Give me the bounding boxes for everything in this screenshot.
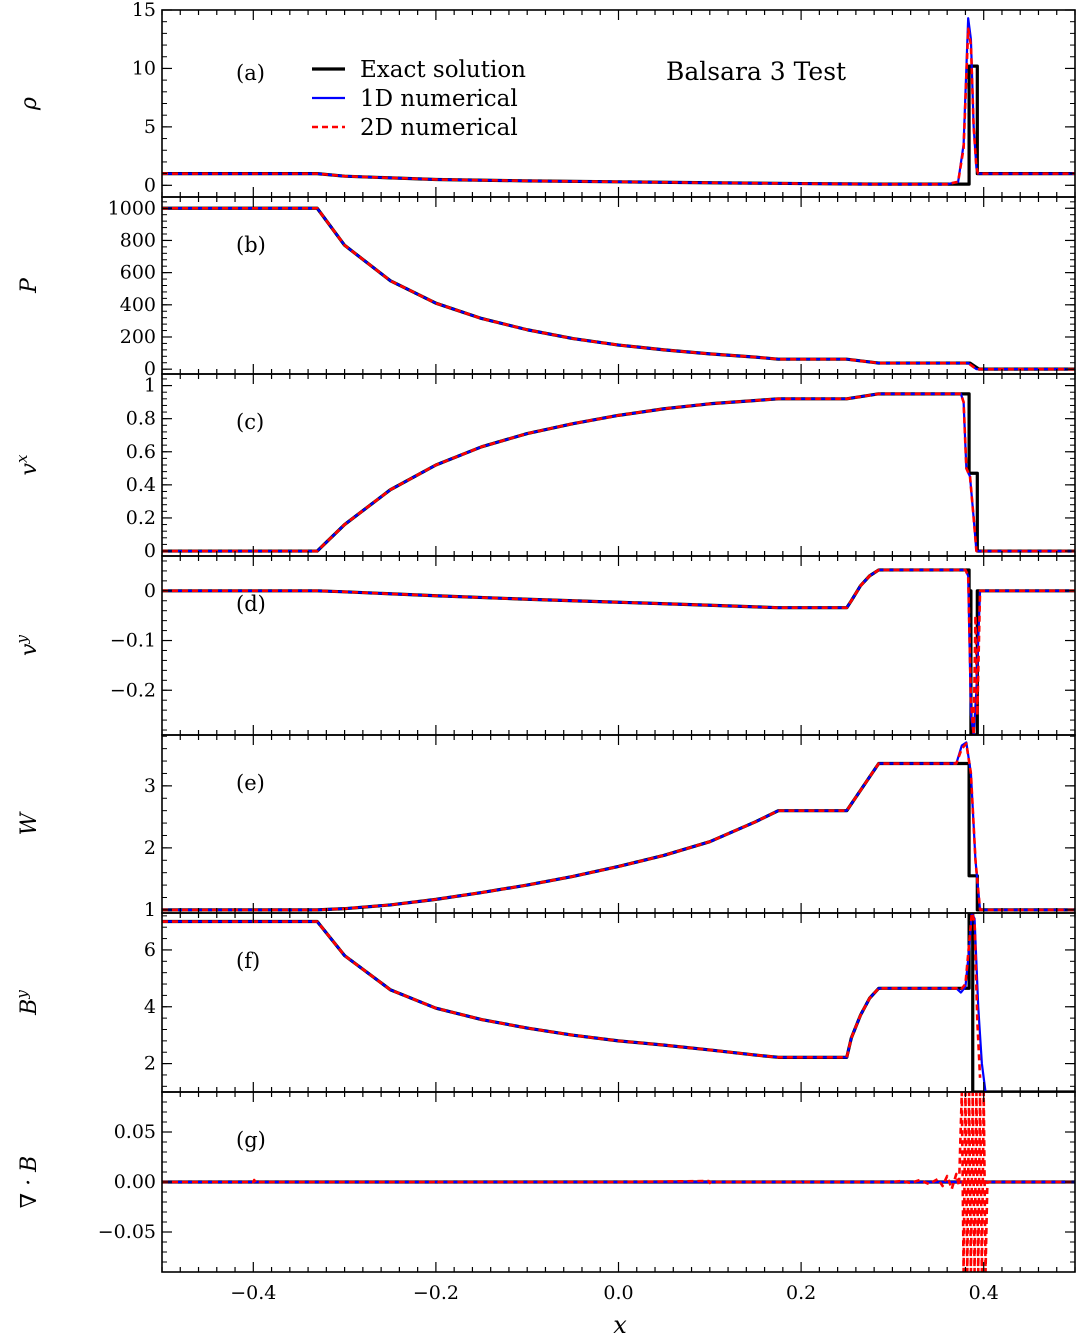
series-group bbox=[162, 17, 1075, 186]
series-group bbox=[162, 1092, 1075, 1272]
y-axis-label: ∇ · B bbox=[17, 1156, 42, 1209]
x-tick-label: 0.2 bbox=[786, 1282, 816, 1304]
panel-f: 2 4 6 (f) By bbox=[13, 912, 1076, 1093]
panel-tag: (e) bbox=[236, 771, 265, 795]
axes-frame bbox=[161, 912, 1076, 1093]
y-axis-label: P bbox=[17, 277, 42, 294]
axes-frame bbox=[161, 373, 1076, 557]
series-2d bbox=[162, 913, 982, 1078]
panel-tag: (c) bbox=[236, 410, 264, 434]
series-1d bbox=[162, 207, 1075, 371]
y-tick-label: −0.05 bbox=[98, 1221, 156, 1243]
y-tick-label: 15 bbox=[132, 0, 156, 21]
axes-frame bbox=[161, 9, 1076, 198]
y-axis-label: By bbox=[13, 990, 42, 1016]
series-exact bbox=[162, 913, 1075, 1092]
y-tick-label: 0.8 bbox=[126, 408, 156, 430]
panel-g: 0.05 0.00 −0.05 (g) ∇ · B −0.4 −0.2 0.0 0.2 0.4 bbox=[17, 1091, 1076, 1304]
x-tick-label: −0.4 bbox=[230, 1282, 276, 1304]
series-2d bbox=[162, 742, 1075, 912]
y-axis-label: vx bbox=[13, 454, 42, 475]
y-tick-label: 1000 bbox=[108, 197, 156, 219]
series-2d bbox=[162, 206, 1075, 371]
series-2d bbox=[162, 27, 1075, 186]
axes-frame bbox=[161, 196, 1076, 375]
y-tick-label: 5 bbox=[144, 116, 156, 138]
panel-tag: (f) bbox=[236, 949, 260, 973]
y-tick-label: 2 bbox=[144, 1053, 156, 1075]
series-1d bbox=[162, 17, 1075, 186]
y-tick-label: −0.2 bbox=[110, 679, 156, 701]
series-2d bbox=[162, 1092, 1075, 1272]
series-exact bbox=[162, 64, 1075, 186]
series-group bbox=[162, 206, 1075, 371]
x-axis-label: x bbox=[613, 1311, 627, 1339]
panel-tag: (d) bbox=[236, 592, 266, 616]
y-tick-label: 0 bbox=[144, 580, 156, 602]
y-tick-label: −0.1 bbox=[110, 630, 156, 652]
y-tick-label: 2 bbox=[144, 837, 156, 859]
y-axis-label: vy bbox=[13, 635, 42, 656]
series-2d bbox=[162, 568, 1075, 735]
y-tick-label: 6 bbox=[144, 939, 156, 961]
series-1d bbox=[162, 913, 987, 1092]
legend-label-exact: Exact solution bbox=[360, 57, 526, 83]
panel-a: 0 5 10 15 (a) ρ bbox=[17, 0, 1076, 198]
y-tick-label: 400 bbox=[120, 294, 156, 316]
panel-d: 0 −0.1 −0.2 (d) vy bbox=[13, 555, 1076, 736]
y-tick-label: 0.00 bbox=[114, 1171, 156, 1193]
series-2d bbox=[162, 392, 1075, 553]
axes-frame bbox=[161, 555, 1076, 736]
y-tick-label: 0 bbox=[144, 358, 156, 380]
y-tick-label: 4 bbox=[144, 996, 156, 1018]
x-tick-label: 0.4 bbox=[969, 1282, 999, 1304]
y-tick-label: 0 bbox=[144, 174, 156, 196]
y-tick-label: 0.05 bbox=[114, 1121, 156, 1143]
series-1d bbox=[162, 741, 1075, 911]
panel-b: 0 200 400 600 800 1000 (b) P bbox=[17, 196, 1076, 380]
series-group bbox=[162, 913, 1075, 1092]
series-group bbox=[162, 568, 1075, 735]
y-tick-label: 600 bbox=[120, 262, 156, 284]
series-1d bbox=[162, 392, 1075, 553]
series-exact bbox=[162, 761, 1075, 912]
y-axis-label: ρ bbox=[17, 97, 42, 111]
legend: Exact solution 1D numerical 2D numerical bbox=[312, 57, 526, 141]
series-exact bbox=[162, 392, 1075, 553]
x-tick-label: −0.2 bbox=[413, 1282, 459, 1304]
y-tick-label: 0.4 bbox=[126, 474, 156, 496]
y-tick-label: 1 bbox=[144, 899, 156, 921]
axes-frame bbox=[161, 734, 1076, 914]
legend-label-num2d: 2D numerical bbox=[360, 115, 518, 141]
panel-tag: (g) bbox=[236, 1128, 266, 1152]
panel-tag: (b) bbox=[236, 233, 266, 257]
series-group bbox=[162, 392, 1075, 553]
series-exact bbox=[162, 568, 1075, 735]
y-tick-label: 0 bbox=[144, 540, 156, 562]
chart-title: Balsara 3 Test bbox=[666, 57, 846, 86]
panel-e: 1 2 3 (e) W bbox=[17, 734, 1076, 921]
x-tick-label: 0.0 bbox=[603, 1282, 633, 1304]
y-axis-label: W bbox=[17, 810, 42, 835]
legend-label-num1d: 1D numerical bbox=[360, 86, 518, 112]
panel-c: 0 0.2 0.4 0.6 0.8 1 (c) vx bbox=[13, 373, 1076, 562]
series-group bbox=[162, 741, 1075, 912]
y-tick-label: 200 bbox=[120, 326, 156, 348]
panel-tag: (a) bbox=[236, 61, 265, 85]
y-tick-label: 10 bbox=[132, 57, 156, 79]
y-tick-label: 0.6 bbox=[126, 441, 156, 463]
y-tick-label: 800 bbox=[120, 229, 156, 251]
y-tick-label: 3 bbox=[144, 775, 156, 797]
y-tick-label: 1 bbox=[144, 375, 156, 397]
y-tick-label: 0.2 bbox=[126, 507, 156, 529]
series-1d bbox=[162, 568, 1075, 735]
